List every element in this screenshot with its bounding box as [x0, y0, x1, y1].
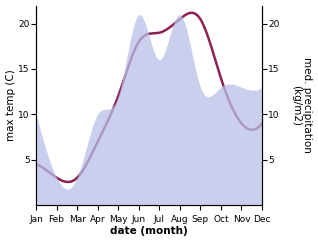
- Y-axis label: max temp (C): max temp (C): [5, 69, 16, 141]
- Y-axis label: med. precipitation
(kg/m2): med. precipitation (kg/m2): [291, 57, 313, 153]
- X-axis label: date (month): date (month): [110, 227, 188, 236]
